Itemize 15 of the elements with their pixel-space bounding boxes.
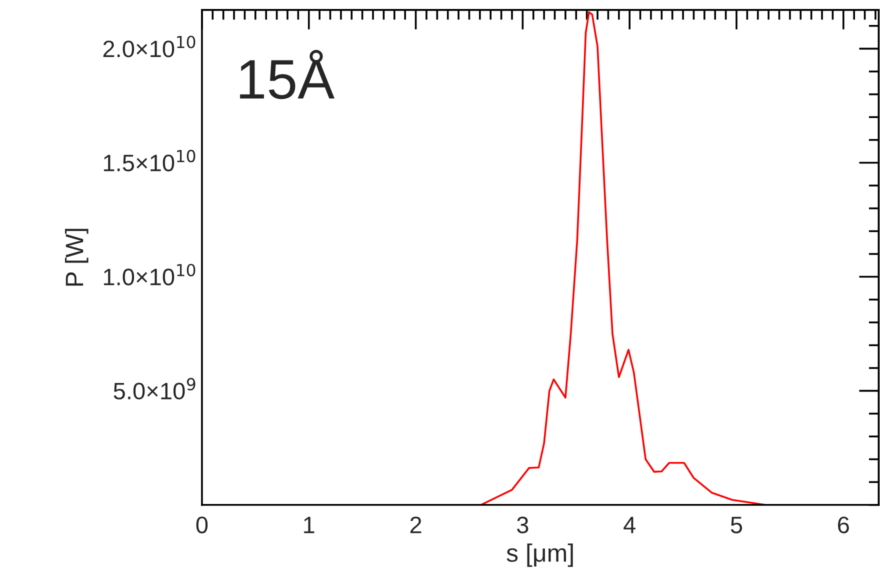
x-axis-title: s [μm] [506, 544, 573, 567]
y-tick-label: 1.5×10$^{10}$ [104, 150, 196, 172]
y-axis-title: P [W] [64, 228, 88, 286]
x-tick-label: 2 [410, 516, 422, 534]
line-series [480, 11, 766, 505]
y-tick-label: 5.0×10$^{9}$ [114, 378, 196, 400]
x-tick-label: 0 [196, 516, 208, 534]
x-tick-label: 1 [304, 516, 314, 534]
x-tick-label: 6 [838, 516, 849, 534]
x-tick-label: 5 [730, 516, 742, 534]
x-tick-label: 4 [624, 516, 636, 534]
y-tick-label: 1.0×10$^{10}$ [104, 264, 196, 286]
annotation: 15Å [240, 50, 335, 100]
y-tick-label: 2.0×10$^{10}$ [103, 36, 196, 58]
x-tick-label: 3 [517, 516, 528, 534]
